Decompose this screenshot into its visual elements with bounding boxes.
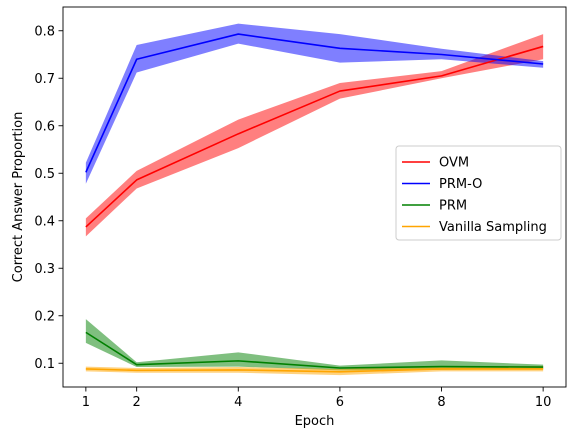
y-axis-label: Correct Answer Proportion — [11, 112, 26, 283]
y-tick-label: 0.7 — [34, 72, 55, 87]
x-tick-label: 1 — [82, 395, 90, 410]
legend-label-4: Vanilla Sampling — [439, 220, 547, 235]
x-tick-label: 4 — [234, 395, 242, 410]
y-tick-label: 0.8 — [34, 24, 55, 39]
legend-label-1: OVM — [439, 156, 469, 171]
series-line-1 — [85, 45, 544, 228]
y-tick-label: 0.2 — [34, 309, 55, 324]
legend-box — [395, 145, 562, 241]
legend-label-2: PRM-O — [439, 177, 482, 192]
axes: 1 2 4 6 8 10 0.1 0.2 0.3 0.4 0.5 0.6 0.7 0.8 — [34, 6, 567, 410]
confidence-band-1 — [85, 34, 544, 237]
confidence-band-3 — [85, 319, 544, 371]
series-line-4 — [85, 368, 544, 373]
x-tick-label: 6 — [336, 395, 344, 410]
y-tick-label: 0.1 — [34, 357, 55, 372]
plot-frame — [62, 6, 567, 388]
x-tick-label: 10 — [535, 395, 552, 410]
series-line-3 — [85, 331, 544, 369]
x-axis-label: Epoch — [295, 414, 335, 429]
x-tick-label: 2 — [133, 395, 141, 410]
y-tick-label: 0.6 — [34, 119, 55, 134]
y-tick-label: 0.4 — [34, 214, 55, 229]
x-tick-label: 8 — [437, 395, 445, 410]
y-tick-label: 0.3 — [34, 262, 55, 277]
confidence-band-2 — [85, 23, 544, 184]
legend-label-3: PRM — [439, 199, 467, 214]
legend: OVM PRM-O PRM Vanilla Sampling — [395, 145, 562, 241]
y-tick-label: 0.5 — [34, 167, 55, 182]
series-line-2 — [85, 33, 544, 173]
series-lines — [85, 33, 544, 373]
